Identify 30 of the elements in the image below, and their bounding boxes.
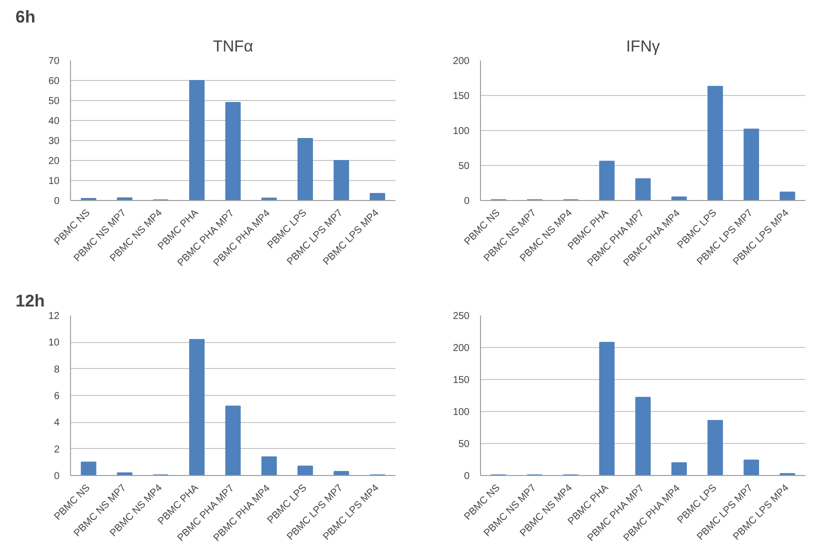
y-tick-label: 4: [54, 418, 60, 429]
y-tick-label: 60: [48, 76, 60, 87]
y-tick-label: 20: [48, 156, 60, 167]
y-tick-label: 0: [54, 471, 60, 482]
y-tick-label: 250: [452, 311, 470, 322]
y-tick-label: 10: [48, 338, 60, 349]
y-tick-label: 70: [48, 56, 60, 67]
y-tick-label: 30: [48, 136, 60, 147]
y-tick-label: 2: [54, 444, 60, 456]
chart-title: TNFα: [212, 38, 254, 56]
text: 12h: [16, 292, 45, 310]
y-tick-label: 50: [48, 96, 60, 107]
y-tick-label: 12: [48, 311, 60, 322]
y-tick-label: 150: [452, 91, 470, 102]
y-tick-label: 0: [464, 471, 470, 482]
y-tick-label: 150: [452, 375, 470, 386]
y-tick-label: 0: [464, 196, 470, 207]
y-tick-label: 200: [452, 56, 470, 67]
y-tick-label: 200: [452, 343, 470, 354]
y-tick-label: 40: [48, 116, 60, 127]
chart-title: IFNγ: [626, 38, 660, 56]
y-tick-label: 50: [458, 439, 470, 450]
y-tick-label: 6: [54, 391, 60, 402]
y-tick-label: 100: [452, 407, 470, 418]
y-tick-label: 10: [48, 176, 60, 187]
y-tick-label: 50: [458, 161, 470, 172]
y-tick-label: 100: [452, 126, 470, 137]
y-tick-label: 8: [54, 364, 60, 376]
text: 6h: [16, 8, 36, 26]
y-tick-label: 0: [54, 196, 60, 207]
